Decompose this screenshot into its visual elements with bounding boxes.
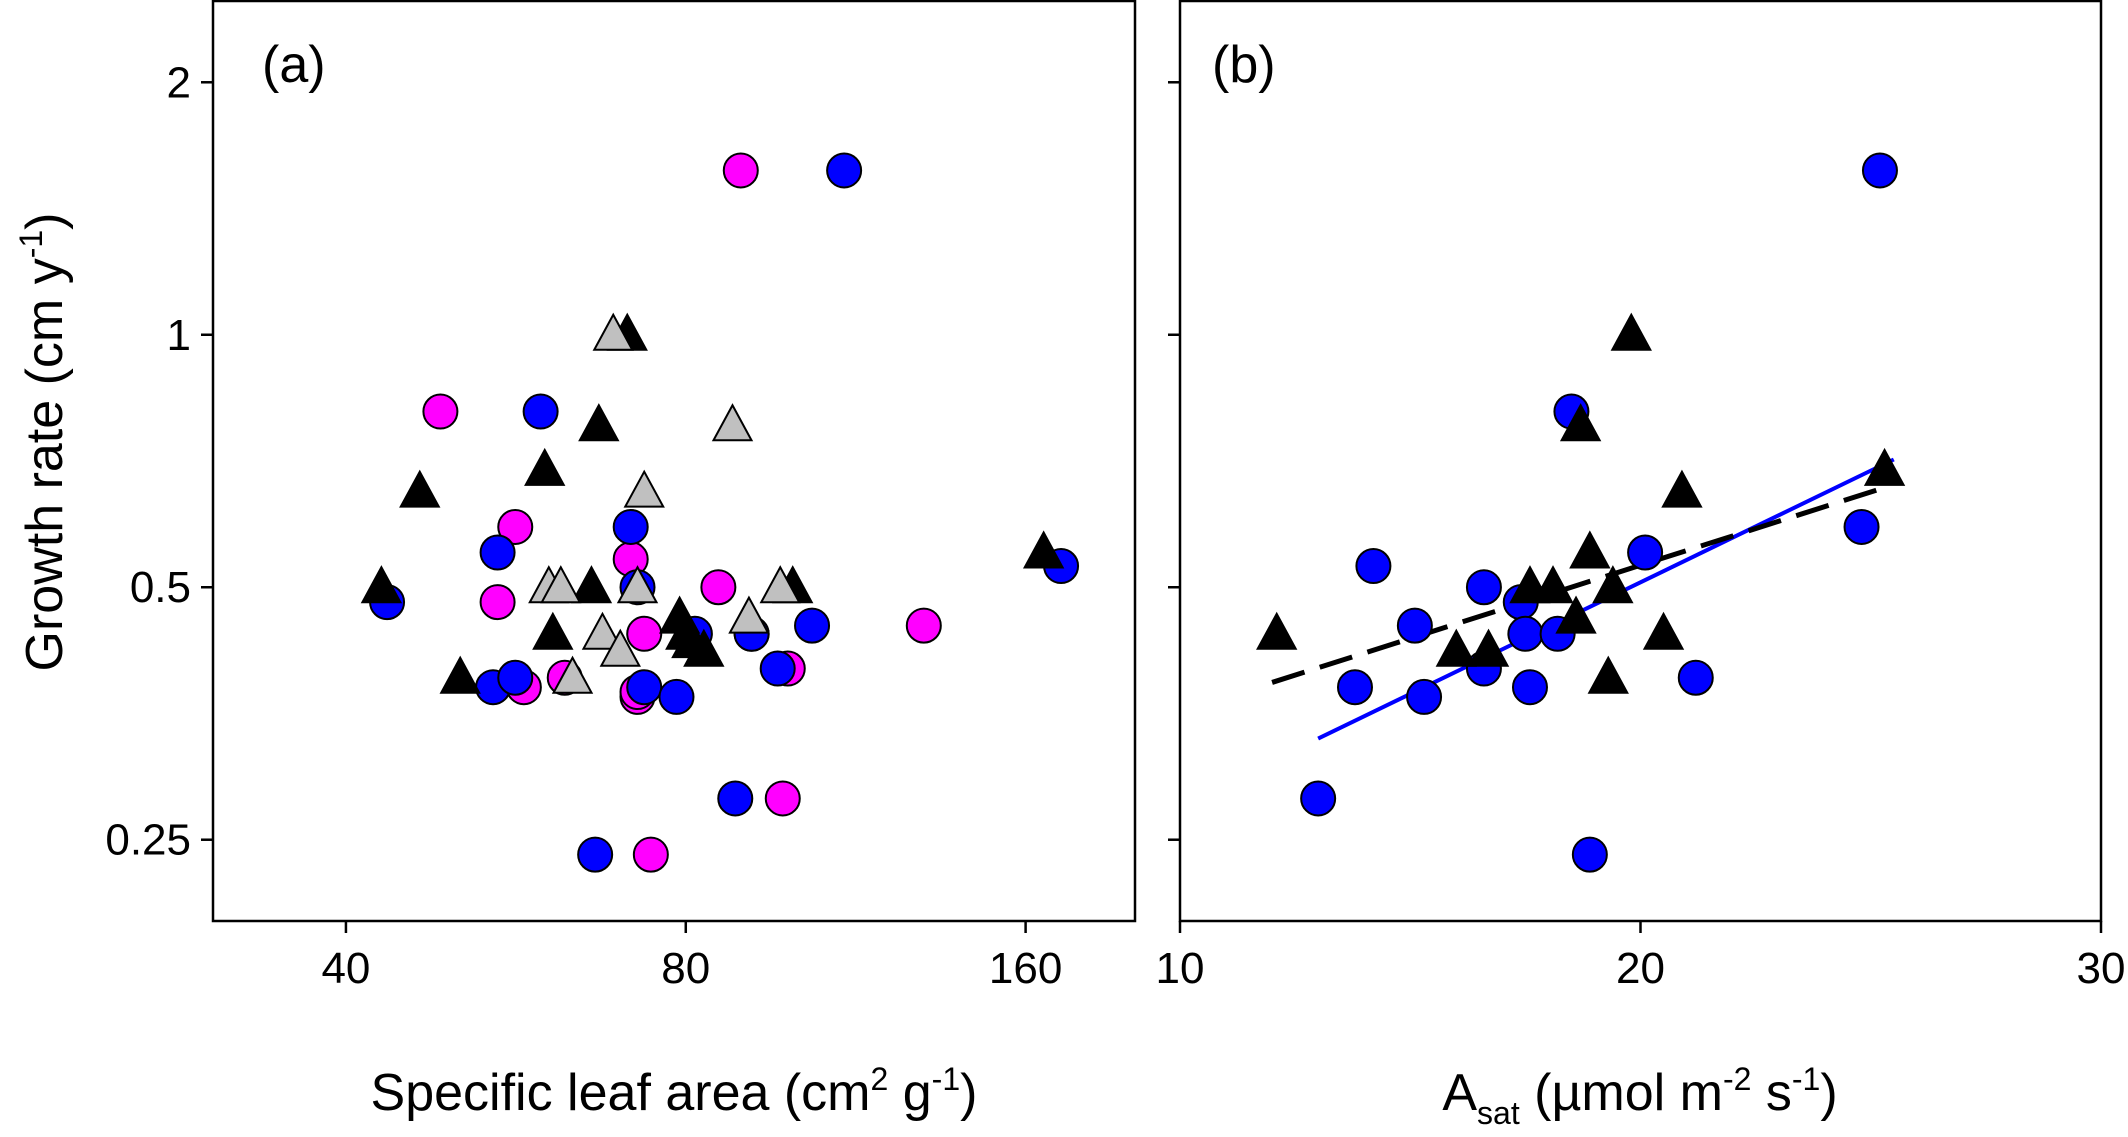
- panel-a-series-1-point-14: [794, 607, 831, 644]
- panel-a-series-0-point-7: [700, 569, 737, 606]
- y-tick-label: 2: [167, 58, 191, 107]
- panel-b-series-1-point-11: [1642, 611, 1685, 650]
- panel-b-x-tick-label: 30: [2077, 944, 2126, 993]
- panel-a-series-1-point-8: [626, 669, 663, 706]
- panel-a-series-0-point-0: [422, 393, 459, 430]
- panel-b-series-1-point-13: [1863, 447, 1906, 486]
- panel-b-series-0-point-2: [1355, 548, 1392, 585]
- panel-a-series-3-point-9: [728, 595, 770, 634]
- panel-a-series-1-point-13: [759, 650, 796, 687]
- panel-a-series-3-point-1: [540, 565, 582, 604]
- panel-b-series-0-point-12: [1571, 836, 1608, 873]
- panel-b-series-1-point-2: [1467, 628, 1510, 667]
- panel-a-series-3-point-8: [711, 403, 754, 442]
- panel-a-series-3-point-2: [551, 655, 594, 694]
- panel-a-series-1-point-3: [522, 393, 559, 430]
- panel-b-series-0-point-3: [1396, 607, 1433, 644]
- panel-b-series-0-point-15: [1843, 508, 1880, 545]
- y-tick-label: 0.5: [130, 563, 191, 612]
- panel-a-series-0-point-1: [497, 508, 534, 545]
- panel-a-x-axis-title: Specific leaf area (cm2 g-1): [371, 1061, 978, 1122]
- panel-b-series-1-point-10: [1610, 312, 1652, 351]
- panel-a-x-tick-label: 40: [321, 944, 370, 993]
- panel-a-series-3-point-7: [623, 469, 665, 508]
- panel-a-series-3-point-6: [616, 565, 659, 604]
- panel-b-series-0-point-0: [1300, 780, 1337, 817]
- panel-b-series-1-point-4: [1532, 565, 1574, 604]
- panel-a-series-3-point-3: [581, 611, 624, 650]
- panel-a-series-2-point-4: [532, 611, 574, 650]
- panel-b-x-axis-title: Asat (µmol m-2 s-1): [1442, 1061, 1837, 1131]
- panel-b-fit-line-1: [1271, 483, 1890, 685]
- panel-b-series-0-point-16: [1861, 152, 1898, 189]
- panel-b-series-0-point-9: [1511, 669, 1548, 706]
- panel-a-series-0-point-14: [764, 780, 801, 817]
- panel-b-series-0-point-4: [1406, 678, 1443, 715]
- panel-b-series-1-point-12: [1661, 469, 1703, 508]
- panel-b-x-tick-label: 20: [1616, 944, 1665, 993]
- panel-b-series-1-point-1: [1435, 628, 1477, 667]
- panel-a-series-2-point-5: [570, 565, 613, 604]
- panel-b-series-1-point-0: [1256, 611, 1298, 650]
- y-axis-title: Growth rate (cm y-1): [13, 213, 74, 672]
- panel-a-series-2-point-1: [399, 469, 441, 508]
- panel-b-label: (b): [1212, 36, 1276, 94]
- panel-a-series-2-point-0: [360, 565, 403, 604]
- panel-a-series-3-point-10: [759, 565, 801, 604]
- panel-a-series-1-point-15: [826, 152, 863, 189]
- panel-a-series-0-point-13: [632, 836, 669, 873]
- panel-a-series-2-point-11: [683, 628, 725, 667]
- panel-a-series-3-point-4: [592, 312, 634, 351]
- panel-a-series-1-point-11: [717, 780, 754, 817]
- y-tick-label: 1: [167, 311, 191, 360]
- panel-a-series-2-point-3: [524, 447, 566, 486]
- panel-a-series-2-point-2: [439, 655, 481, 694]
- panel-a-series-1-point-5: [577, 836, 614, 873]
- panel-a-x-tick-label: 160: [989, 944, 1062, 993]
- panel-b-series-1-point-9: [1592, 565, 1634, 604]
- panel-b-series-0-point-14: [1677, 659, 1714, 696]
- panel-b-series-0-point-13: [1627, 534, 1664, 571]
- panel-b-series-0-point-5: [1465, 569, 1502, 606]
- panel-b-series-1-point-7: [1569, 530, 1611, 569]
- panel-b-series-0-point-8: [1507, 615, 1544, 652]
- panel-a-series-0-point-6: [722, 152, 759, 189]
- panel-b-series-1-point-5: [1555, 595, 1597, 634]
- panel-a-series-1-point-1: [479, 534, 516, 571]
- panel-a-frame: [211, 0, 1137, 923]
- panel-b-series-1-point-8: [1587, 655, 1629, 694]
- panel-a-series-3-point-5: [599, 628, 641, 667]
- y-tick-label: 0.25: [105, 816, 191, 865]
- panel-a-series-1-point-6: [612, 508, 649, 545]
- panel-a-series-2-point-13: [1022, 530, 1065, 569]
- panel-b-series-0-point-1: [1336, 669, 1373, 706]
- panel-a-series-2-point-6: [578, 403, 620, 442]
- panel-a-series-0-point-15: [905, 607, 942, 644]
- panel-a: 0.25 0.5 1 2 40 80 160 (a) Specific leaf area…: [105, 0, 1137, 1122]
- panel-a-series-0-point-2: [479, 584, 516, 621]
- panel-a-series-1-point-4: [497, 659, 534, 696]
- panel-a-series-0-point-4: [626, 615, 663, 652]
- panel-b-series-1-point-6: [1559, 403, 1602, 442]
- panel-a-label: (a): [262, 36, 326, 94]
- panel-a-x-tick-label: 80: [661, 944, 710, 993]
- panel-b-x-tick-label: 10: [1156, 944, 1205, 993]
- panel-a-series-1-point-9: [658, 678, 695, 715]
- panel-b: 10 20 30 (b) Asat (µmol m-2 s-1): [1156, 0, 2126, 1131]
